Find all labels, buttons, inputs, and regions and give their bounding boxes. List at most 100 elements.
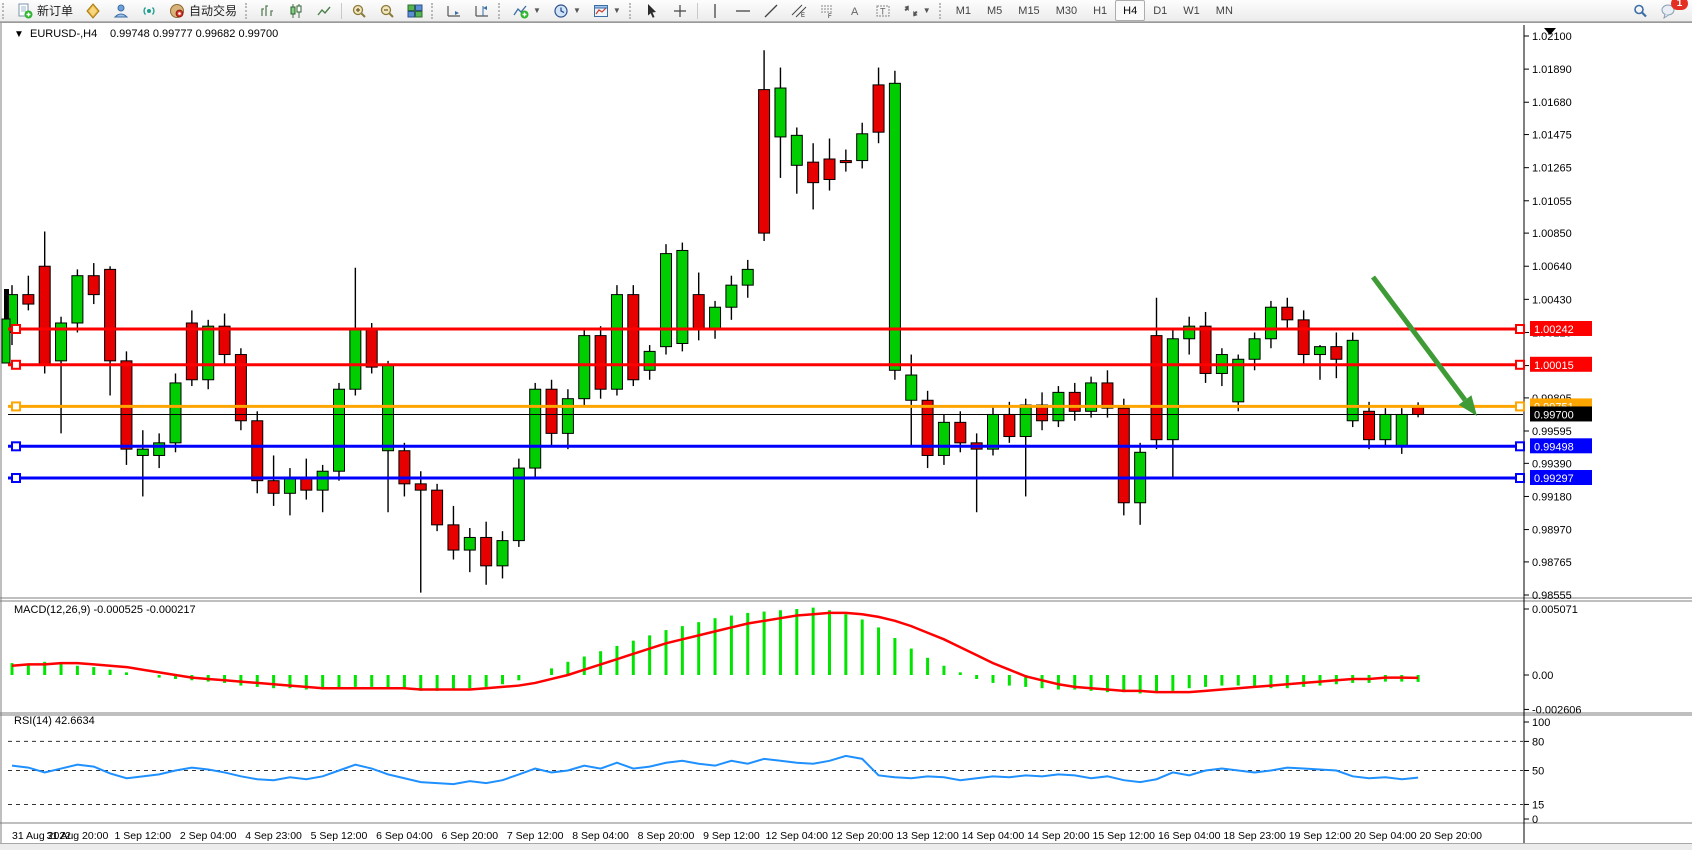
timeframe-M30[interactable]: M30 [1055, 4, 1078, 17]
text-label-icon: T [876, 5, 890, 16]
line-handle [1515, 473, 1525, 484]
svg-text:0.99180: 0.99180 [1532, 491, 1572, 503]
candle-body [790, 134, 803, 166]
svg-text:EURUSD-,H4: EURUSD-,H4 [30, 28, 97, 40]
svg-text:7 Sep 12:00: 7 Sep 12:00 [507, 830, 564, 842]
candle-body [463, 536, 476, 551]
tile-windows-button[interactable] [401, 0, 429, 22]
indicators-button[interactable]: ▼ [507, 0, 547, 22]
candle-body [1232, 358, 1245, 403]
candle-body [1085, 382, 1098, 412]
toolbar-grip[interactable] [245, 2, 252, 19]
toolbar-grip[interactable] [431, 2, 438, 19]
zoom-out-button[interactable] [373, 0, 401, 22]
candle-body [839, 160, 852, 164]
horizontal-line-button[interactable] [729, 0, 757, 22]
svg-text:0.99595: 0.99595 [1532, 426, 1572, 438]
trend-arrow[interactable] [1370, 275, 1477, 416]
timeframe-toolbar: M1 M5 M15 M30 H1 H4 D1 W1 MN [948, 0, 1241, 21]
bar-chart-button[interactable] [254, 0, 282, 22]
candle-body [660, 253, 672, 348]
candle-body [283, 477, 296, 494]
svg-text:12 Sep 20:00: 12 Sep 20:00 [831, 830, 894, 842]
candle-body [1150, 335, 1163, 441]
price-chart-canvas[interactable]: 1.02100 1.01890 1.01680 1.01475 1.01265 1.010… [0, 23, 1692, 844]
chart-shift-marker[interactable] [1544, 28, 1556, 35]
candle-body [185, 322, 198, 381]
search-button[interactable] [1626, 0, 1654, 22]
periods-button[interactable]: ▼ [547, 0, 587, 22]
timeframe-D1[interactable]: D1 [1153, 4, 1168, 17]
templates-button[interactable]: ▼ [587, 0, 627, 22]
candle-body [856, 133, 869, 162]
line-chart-button[interactable] [310, 0, 338, 22]
chart-shift-button[interactable] [468, 0, 496, 22]
candle-body [153, 442, 166, 456]
trendline-button[interactable] [757, 0, 785, 22]
text-button[interactable]: A [841, 0, 869, 22]
svg-text:15: 15 [1532, 799, 1544, 811]
toolbar-grip[interactable] [498, 2, 505, 19]
metaeditor-button[interactable] [79, 0, 107, 22]
toolbar-grip[interactable] [2, 2, 9, 19]
equidistant-channel-icon: E [791, 4, 807, 19]
hline-0.99297[interactable]: 0.99297 [8, 470, 1592, 486]
market-watch-button[interactable] [107, 0, 135, 22]
svg-text:▼: ▼ [14, 29, 24, 40]
partial-candle [1, 318, 11, 364]
candle-body [1068, 391, 1081, 412]
channel-button[interactable]: E [785, 0, 813, 22]
cursor-icon [647, 3, 656, 18]
arrows-button[interactable]: ▼ [897, 0, 937, 22]
text-label-button[interactable]: T [869, 0, 897, 22]
chart-window[interactable]: 1.02100 1.01890 1.01680 1.01475 1.01265 1.010… [0, 22, 1692, 844]
timeframe-M5[interactable]: M5 [987, 4, 1003, 17]
timeframe-H4[interactable]: H4 [1115, 0, 1146, 21]
vertical-line-button[interactable] [701, 0, 729, 22]
dropdown-arrow-icon: ▼ [922, 6, 931, 15]
autoscroll-button[interactable] [440, 0, 468, 22]
svg-text:31 Aug 2022: 31 Aug 2022 [12, 830, 71, 842]
timeframe-W1[interactable]: W1 [1183, 4, 1200, 17]
new-order-button[interactable]: 新订单 [11, 0, 79, 22]
candle-body [987, 413, 999, 450]
hline-1.00242[interactable]: 1.00242 [8, 320, 1592, 336]
chat-button[interactable]: 1 [1654, 0, 1688, 22]
toolbar-grip[interactable] [628, 2, 636, 19]
candle-body [1199, 325, 1212, 374]
candle-body [594, 335, 607, 390]
candle-body [1248, 338, 1261, 360]
autotrading-button[interactable]: 自动交易 [163, 0, 243, 22]
candle-body [921, 399, 934, 456]
candlestick-button[interactable] [282, 0, 310, 22]
candle-body [545, 388, 558, 434]
tile-windows-icon [407, 4, 423, 17]
hline-0.99498[interactable]: 0.99498 [8, 438, 1592, 454]
candle-body [136, 448, 149, 456]
timeframe-H1[interactable]: H1 [1093, 4, 1108, 17]
signals-button[interactable] [135, 0, 163, 22]
hline-1.00015[interactable]: 1.00015 [8, 356, 1592, 372]
metaeditor-icon [86, 2, 100, 19]
svg-text:31 Aug 20:00: 31 Aug 20:00 [46, 830, 108, 842]
line-handle [1515, 323, 1525, 334]
line-handle [1515, 401, 1525, 412]
svg-text:16 Sep 04:00: 16 Sep 04:00 [1158, 830, 1221, 842]
fibonacci-button[interactable]: F [813, 0, 841, 22]
signals-icon [143, 6, 155, 15]
svg-text:6 Sep 20:00: 6 Sep 20:00 [441, 830, 498, 842]
dropdown-arrow-icon: ▼ [533, 6, 541, 15]
cursor-button[interactable] [638, 0, 666, 22]
candles [6, 50, 1425, 593]
timeframe-M15[interactable]: M15 [1018, 4, 1040, 17]
candle-body [1003, 413, 1016, 438]
toolbar-grip[interactable] [938, 2, 946, 19]
crosshair-button[interactable] [666, 0, 694, 22]
timeframe-M1[interactable]: M1 [955, 4, 971, 17]
candle-body [1379, 413, 1392, 441]
candle-body [267, 480, 280, 494]
candle-body [561, 398, 574, 434]
timeframe-MN[interactable]: MN [1215, 4, 1233, 17]
zoom-in-button[interactable] [345, 0, 373, 22]
